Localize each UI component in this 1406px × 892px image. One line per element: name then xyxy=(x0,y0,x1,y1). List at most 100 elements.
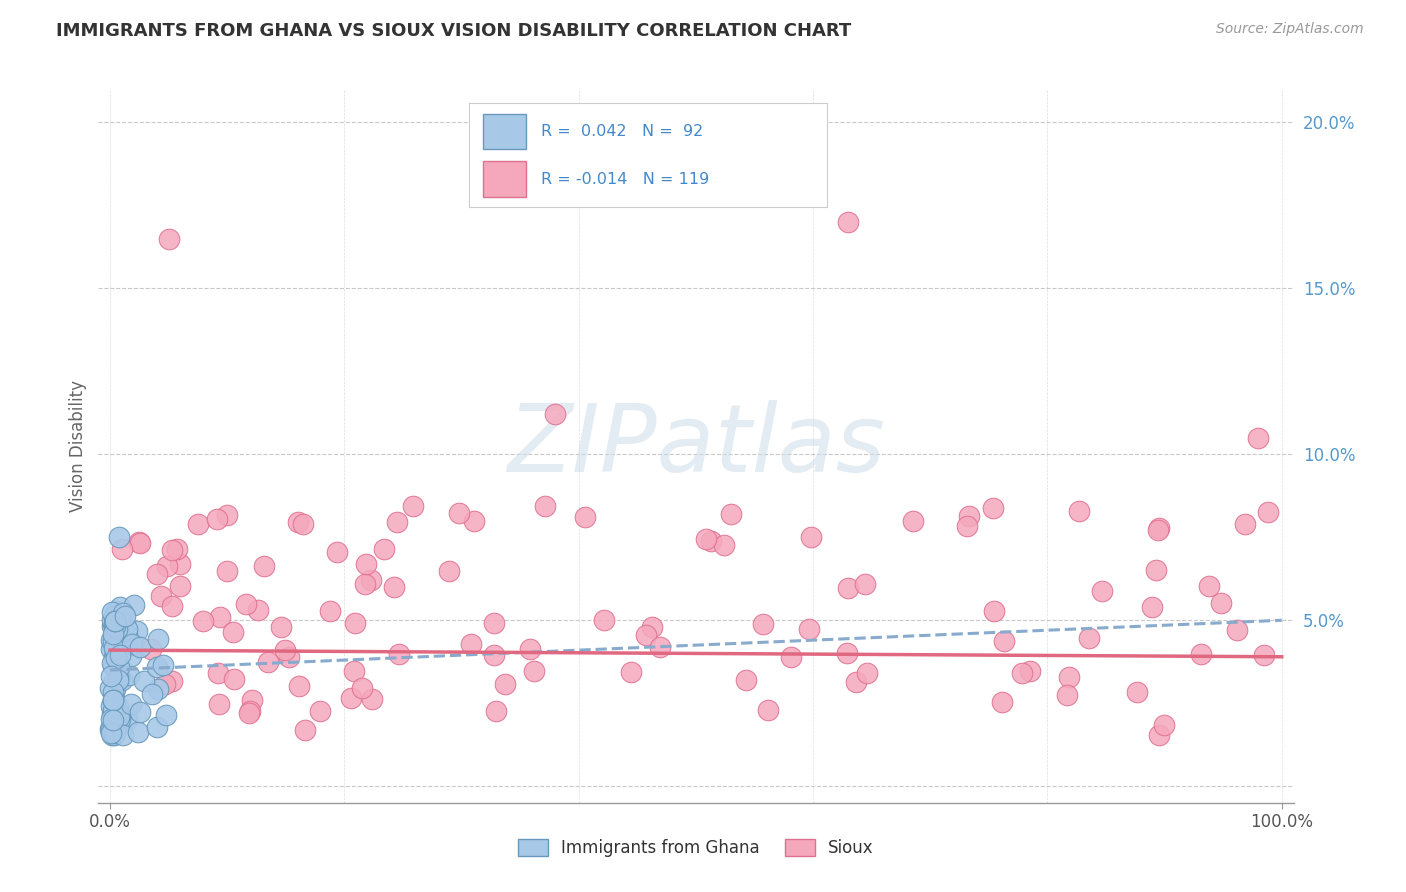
Text: IMMIGRANTS FROM GHANA VS SIOUX VISION DISABILITY CORRELATION CHART: IMMIGRANTS FROM GHANA VS SIOUX VISION DI… xyxy=(56,22,852,40)
Point xyxy=(207,665,229,680)
Point xyxy=(484,648,506,662)
Point xyxy=(120,698,142,712)
Point xyxy=(574,510,596,524)
Point xyxy=(100,632,122,647)
Point xyxy=(636,628,658,642)
Point xyxy=(105,651,128,665)
Point xyxy=(146,660,169,674)
Point xyxy=(253,558,276,573)
Text: Source: ZipAtlas.com: Source: ZipAtlas.com xyxy=(1216,22,1364,37)
Point xyxy=(160,599,183,613)
Point xyxy=(523,664,546,678)
Point xyxy=(98,681,121,696)
Point xyxy=(110,541,132,556)
Point xyxy=(592,613,614,627)
Point xyxy=(360,692,382,706)
Point xyxy=(752,616,775,631)
Point xyxy=(129,536,152,550)
Point xyxy=(340,690,363,705)
Point xyxy=(112,607,135,621)
Point xyxy=(1146,523,1168,537)
Point xyxy=(239,704,262,718)
Point xyxy=(224,672,246,686)
Point xyxy=(388,647,411,661)
Point xyxy=(108,530,131,544)
Point xyxy=(856,665,879,680)
Point xyxy=(108,712,131,726)
Point xyxy=(107,671,129,685)
Point xyxy=(208,610,231,624)
Point xyxy=(1225,623,1247,637)
Point xyxy=(1059,670,1081,684)
Point xyxy=(756,703,779,717)
Point xyxy=(242,693,264,707)
Point xyxy=(382,580,405,594)
Point xyxy=(287,515,309,529)
Point xyxy=(122,598,145,612)
Point xyxy=(650,640,672,654)
Point xyxy=(235,597,257,611)
Point xyxy=(993,633,1015,648)
Point xyxy=(695,533,717,547)
Point xyxy=(901,514,924,528)
Point xyxy=(837,215,859,229)
Point xyxy=(353,576,375,591)
Point xyxy=(169,558,191,572)
Point xyxy=(111,624,134,638)
Point xyxy=(107,699,129,714)
Point xyxy=(387,516,409,530)
Point xyxy=(104,710,127,724)
Point xyxy=(146,720,169,734)
Point xyxy=(991,695,1014,709)
Point xyxy=(120,648,142,663)
Point xyxy=(845,674,868,689)
Point xyxy=(800,530,823,544)
Point xyxy=(108,707,131,722)
Point xyxy=(494,677,516,691)
Point xyxy=(402,500,425,514)
Point xyxy=(215,508,238,522)
Point xyxy=(108,707,131,722)
Point xyxy=(169,579,191,593)
Point xyxy=(101,613,124,627)
Point xyxy=(292,516,315,531)
Point xyxy=(100,712,122,726)
Point xyxy=(247,602,270,616)
Point xyxy=(107,622,129,636)
Point xyxy=(956,519,979,533)
Point xyxy=(146,681,169,696)
Point xyxy=(373,541,395,556)
Point xyxy=(319,604,342,618)
Point xyxy=(1078,631,1101,645)
Point xyxy=(1257,505,1279,519)
Point xyxy=(112,728,135,742)
Point xyxy=(127,725,149,739)
Point xyxy=(257,655,280,669)
Point xyxy=(620,665,643,680)
Point xyxy=(354,558,377,572)
Point xyxy=(485,705,508,719)
Point xyxy=(104,725,127,739)
Point xyxy=(191,614,214,628)
Point xyxy=(103,608,125,623)
Point xyxy=(835,646,858,660)
Point xyxy=(100,721,122,735)
Point xyxy=(104,726,127,740)
Point xyxy=(105,657,128,672)
Point xyxy=(641,620,664,634)
Point xyxy=(108,709,131,723)
Point xyxy=(983,603,1005,617)
Point xyxy=(1140,599,1163,614)
Point xyxy=(103,692,125,706)
Point xyxy=(103,615,125,630)
Point xyxy=(105,622,128,636)
Y-axis label: Vision Disability: Vision Disability xyxy=(69,380,87,512)
Point xyxy=(360,573,382,587)
Point xyxy=(1253,648,1275,663)
Point xyxy=(104,641,127,656)
Point xyxy=(103,724,125,739)
Point xyxy=(157,231,180,245)
Point xyxy=(110,613,132,627)
Point xyxy=(166,541,188,556)
Point xyxy=(108,648,131,663)
